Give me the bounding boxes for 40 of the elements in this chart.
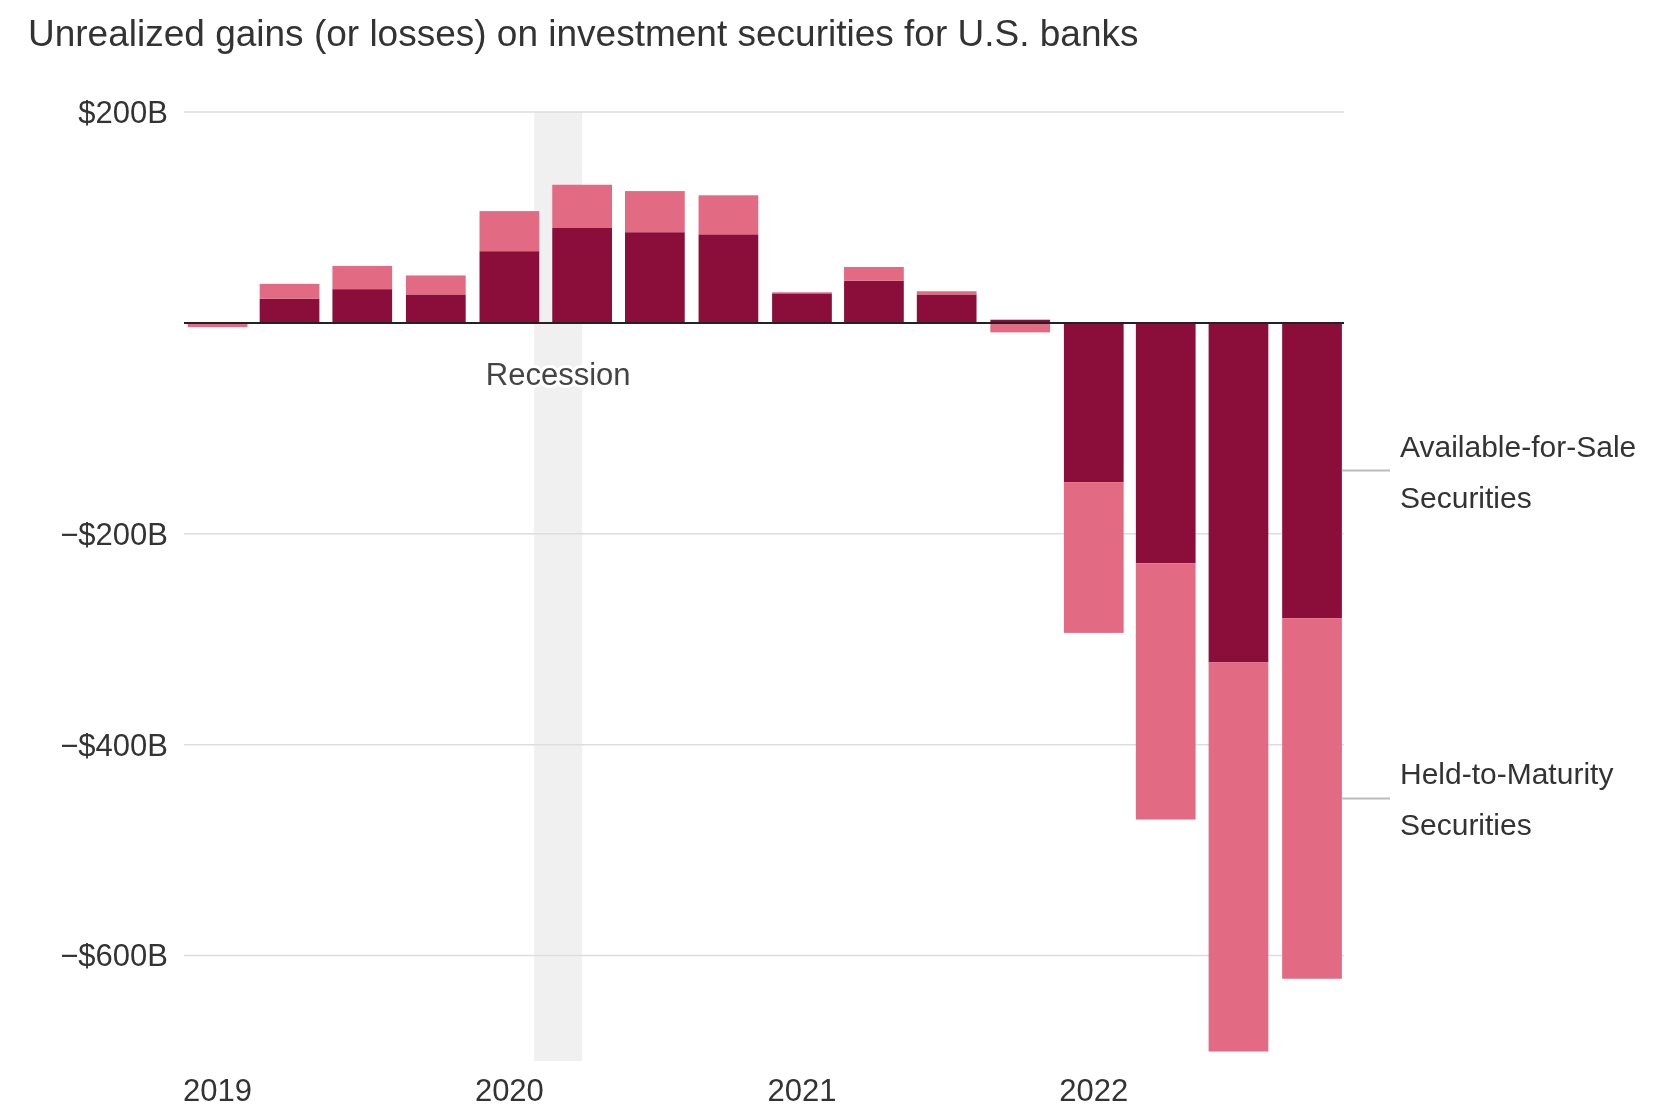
- bar: [1135, 563, 1196, 820]
- bar: [1208, 662, 1269, 1052]
- bar: [332, 265, 393, 290]
- bar: [1208, 322, 1269, 663]
- chart-title: Unrealized gains (or losses) on investment securities for U.S. banks: [28, 13, 1139, 54]
- x-tick-label: 2022: [1059, 1073, 1129, 1108]
- bar: [1063, 482, 1124, 633]
- bar: [1282, 322, 1342, 619]
- bar: [844, 267, 904, 281]
- bar: [1135, 322, 1196, 564]
- y-tick-label: −$400B: [60, 727, 168, 763]
- x-tick-label: 2020: [474, 1073, 544, 1108]
- bar: [1063, 322, 1124, 483]
- bar: [552, 184, 612, 228]
- bar: [479, 211, 540, 252]
- bar: [844, 280, 904, 323]
- bar: [552, 227, 612, 323]
- series-label: Available-for-Sale Securities: [1400, 429, 1637, 514]
- bar: [698, 234, 759, 323]
- bar: [405, 275, 466, 295]
- bar: [187, 323, 248, 328]
- y-tick-label: −$200B: [60, 516, 168, 552]
- bar: [916, 294, 977, 323]
- band-label: Recession: [485, 356, 631, 392]
- bar: [625, 232, 685, 323]
- bar: [259, 298, 320, 323]
- bar: [1282, 618, 1342, 979]
- x-tick-label: 2021: [767, 1073, 837, 1108]
- bar: [479, 251, 540, 323]
- bar: [698, 195, 759, 235]
- bar: [916, 291, 977, 295]
- y-tick-label: −$600B: [60, 938, 168, 974]
- bar: [405, 294, 466, 323]
- series-label: Held-to-Maturity Securities: [1400, 757, 1614, 842]
- y-tick-label: $200B: [78, 94, 168, 130]
- bar: [625, 191, 685, 233]
- bar: [772, 293, 832, 323]
- bar: [259, 283, 320, 299]
- bar: [332, 289, 393, 323]
- x-tick-label: 2019: [183, 1073, 253, 1108]
